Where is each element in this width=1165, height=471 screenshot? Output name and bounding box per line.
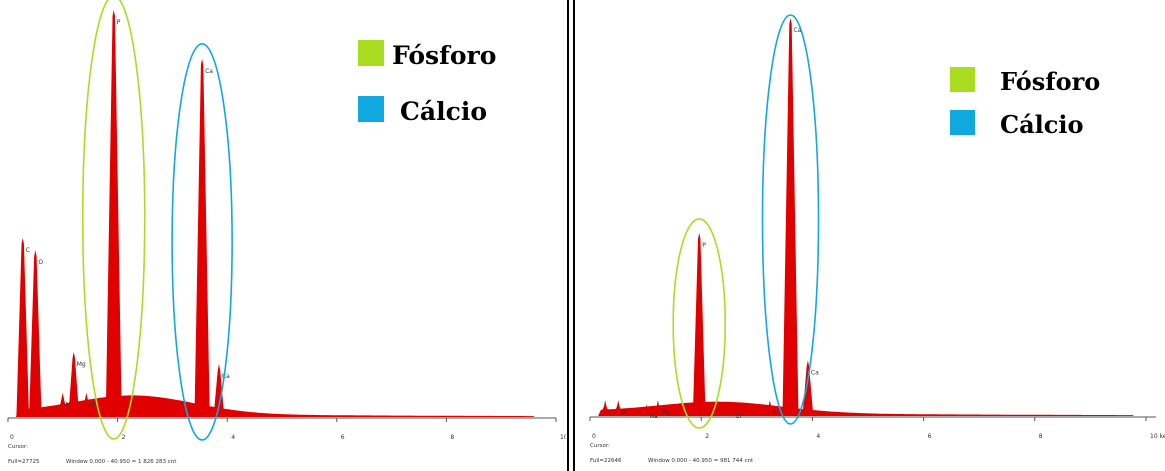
legend-label-1: Cálcio xyxy=(400,97,487,126)
calcio-highlight-ellipse xyxy=(171,43,233,441)
x-tick-label-2: 4 xyxy=(816,433,820,440)
spectrum-peak-na-2 xyxy=(57,392,68,417)
footer-full: Full=22646 xyxy=(590,458,622,464)
spectrum-peak-mg-3 xyxy=(652,400,664,416)
spectrum-peak-cl-5 xyxy=(727,404,738,416)
x-tick-label-0: 0 xyxy=(10,434,14,441)
footer-cursor: Cursor: xyxy=(8,444,28,450)
spectrum-peak-c-0 xyxy=(16,237,30,417)
spectrum-peak-p-4 xyxy=(692,232,706,416)
footer-window: Window 0.000 - 40.950 = 981 744 cnt xyxy=(648,458,754,464)
panel-divider xyxy=(567,0,575,471)
x-tick-label-1: 2 xyxy=(122,434,126,441)
spectrum-peak-o-1 xyxy=(29,250,42,417)
legend-label-0: Fósforo xyxy=(1000,67,1100,96)
spectrum-chart-left: CONaMgAlPCaCa0246810 keVCursor:Full=2772… xyxy=(7,0,566,465)
x-tick-label-5: 10 keV xyxy=(560,434,566,441)
x-tick-label-0: 0 xyxy=(592,433,596,440)
spectrum-peak-p-5 xyxy=(105,10,122,417)
spectrum-peak-o-1 xyxy=(613,400,624,416)
peak-label-6: K xyxy=(773,409,778,416)
x-tick-label-2: 4 xyxy=(231,434,235,441)
peak-label-0: C xyxy=(26,247,30,254)
spectrum-peak-k-6 xyxy=(764,400,775,416)
footer-full: Full=27725 xyxy=(8,459,40,465)
peak-label-5: Cl xyxy=(735,413,741,420)
x-tick-label-3: 6 xyxy=(341,434,345,441)
fosforo-highlight-ellipse xyxy=(81,0,146,440)
legend-swatch-1 xyxy=(950,110,975,135)
spectrum-peak-ca-7 xyxy=(213,364,225,417)
x-tick-label-4: 8 xyxy=(1039,433,1043,440)
spectrum-peak-al-4 xyxy=(81,392,92,417)
peak-label-2: Na xyxy=(650,413,658,420)
peak-label-7: Ca xyxy=(793,27,801,34)
fosforo-highlight-ellipse xyxy=(672,218,727,429)
peak-label-3: Mg xyxy=(661,409,670,416)
footer-cursor: Cursor: xyxy=(590,443,610,449)
peak-label-3: Mg xyxy=(77,361,86,368)
footer-window: Window 0.000 - 40.950 = 1 826 283 cnt xyxy=(66,459,177,465)
peak-label-8: Ca xyxy=(811,369,819,376)
peak-label-7: Ca xyxy=(222,373,230,380)
peak-label-0: C xyxy=(608,409,612,416)
peak-label-4: Al xyxy=(89,402,95,409)
legend-swatch-1 xyxy=(358,96,384,122)
spectrum-peak-ca-6 xyxy=(194,58,210,418)
spectrum-panel-left: CONaMgAlPCaCa0246810 keVCursor:Full=2772… xyxy=(0,0,566,471)
legend-swatch-0 xyxy=(358,40,384,66)
calcio-highlight-ellipse xyxy=(761,14,820,425)
peak-label-1: O xyxy=(38,259,43,266)
spectrum-background xyxy=(590,401,1134,416)
spectrum-peak-ca-8 xyxy=(802,360,814,416)
spectrum-peak-mg-3 xyxy=(68,351,80,417)
x-tick-label-3: 6 xyxy=(928,433,932,440)
spectrum-peak-c-0 xyxy=(600,400,611,416)
legend-swatch-0 xyxy=(950,67,975,92)
spectrum-background xyxy=(8,395,535,417)
peak-label-1: O xyxy=(621,409,626,416)
legend-label-0: Fósforo xyxy=(392,41,496,70)
x-tick-label-1: 2 xyxy=(705,433,709,440)
spectrum-peak-ca-7 xyxy=(782,18,799,416)
x-tick-label-5: 10 keV xyxy=(1150,433,1165,440)
spectrum-peak-na-2 xyxy=(641,404,652,416)
peak-label-4: P xyxy=(702,242,706,249)
peak-label-5: P xyxy=(117,19,121,26)
peak-label-6: Ca xyxy=(205,68,213,75)
legend-label-1: Cálcio xyxy=(1000,110,1084,139)
x-tick-label-4: 8 xyxy=(450,434,454,441)
